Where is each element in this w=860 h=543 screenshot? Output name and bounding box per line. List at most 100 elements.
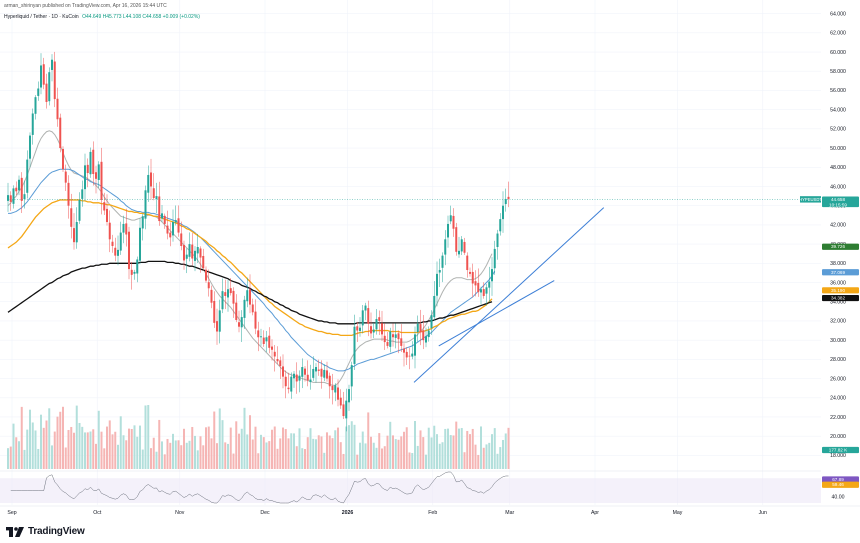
volume-bar [246,434,248,469]
volume-bar [318,435,320,469]
volume-bar [315,439,317,469]
volume-bar [62,407,64,469]
price-tick-label: 30.000 [830,338,846,344]
candle-body [200,248,202,257]
volume-bar [87,432,89,469]
symbol-legend[interactable]: Hyperliquid / Tether · 1D · KuCoin O44.6… [4,14,200,20]
candle-body [356,326,358,330]
candle-body [406,352,408,358]
volume-bar [224,442,226,469]
volume-bar [486,444,488,469]
candle-body [15,188,17,192]
candle-body [134,272,136,274]
moving-averages [8,131,495,386]
candle-body [301,367,303,377]
candle-body [125,223,127,234]
candle-body [224,292,226,296]
volume-bar [197,450,199,469]
time-tick-label: Jun [759,510,767,516]
volume-bar [70,427,72,469]
volume-bar [290,433,292,469]
volume-bar [491,434,493,469]
volume-bar [18,441,20,469]
rsi-pane [0,471,821,503]
volume-bar [24,450,26,469]
candle-body [290,377,292,392]
candle-body [365,306,367,311]
volume-bar [359,443,361,469]
candle-body [79,200,81,221]
volume-bar [81,427,83,469]
candle-body [156,196,158,199]
candle-body [216,321,218,331]
volume-bar [79,423,81,469]
volume-bar [164,454,166,469]
volume-bar [343,454,345,469]
time-axis[interactable]: Sep Oct Nov Dec 2026 Feb Mar Apr May Jun [0,506,860,516]
volume-bar [222,420,224,469]
candle-body [367,308,369,324]
candle-body [87,165,89,173]
volume-bar [249,415,251,469]
candle-body [488,282,490,288]
volume-bar [194,436,196,469]
candle-body [51,60,53,70]
volume-bar [131,429,133,469]
candle-body [447,224,449,238]
candle-body [502,206,504,219]
ma-value-badge: 35.190 [822,287,859,293]
volume-bar [461,428,463,469]
time-tick-label: Mar [505,510,514,516]
candle-body [65,172,67,183]
volume-badge: 177.82 K [822,447,859,453]
candle-body [450,215,452,221]
candle-body [387,342,389,346]
candle-body [312,369,314,378]
volume-bar [494,428,496,469]
candle-body [268,336,270,348]
candle-body [477,283,479,292]
candle-body [59,118,61,148]
volume-bar [450,435,452,469]
volume-bar [323,453,325,469]
candle-body [422,330,424,340]
candle-body [499,219,501,231]
candle-body [10,195,12,202]
volume-bar [35,430,37,469]
volume-bar [411,453,413,469]
volume-bar [279,438,281,469]
volume-badge-text: 177.82 K [829,448,848,453]
volume-bar [13,424,15,469]
candle-body [279,360,281,366]
volume-bar [103,448,105,469]
price-tick-label: 52.000 [830,127,846,133]
price-axis[interactable]: 64.000 62.000 60.000 58.000 56.000 54.000 52.0… [821,0,860,520]
candle-body [249,290,251,305]
volume-bar [252,440,254,469]
volume-bar [57,417,59,469]
candle-body [376,319,378,329]
moving-average-line [8,131,492,386]
candle-body [384,336,386,342]
last-price-badge-text: 10:15:59 [829,202,847,207]
price-tick-label: 58.000 [830,69,846,75]
volume-bar [95,444,97,469]
volume-bar [205,427,207,469]
candle-body [494,249,496,268]
candle-body [403,349,405,353]
rsi-band [0,478,821,503]
volume-bar [15,437,17,469]
tradingview-logo[interactable]: TradingView [6,526,85,537]
candle-body [321,369,323,377]
candle-body [46,84,48,102]
volume-bar [447,429,449,469]
publisher-caption: arman_shirinyan published on TradingView… [4,3,167,9]
time-tick-label: Sep [7,510,16,516]
volume-bar [183,429,185,469]
volume-bar [409,452,411,469]
volume-bar [255,427,257,469]
price-tick-label: 48.000 [830,165,846,171]
rsi-tick-label: 40.00 [832,495,845,501]
volume-bar [142,450,144,469]
